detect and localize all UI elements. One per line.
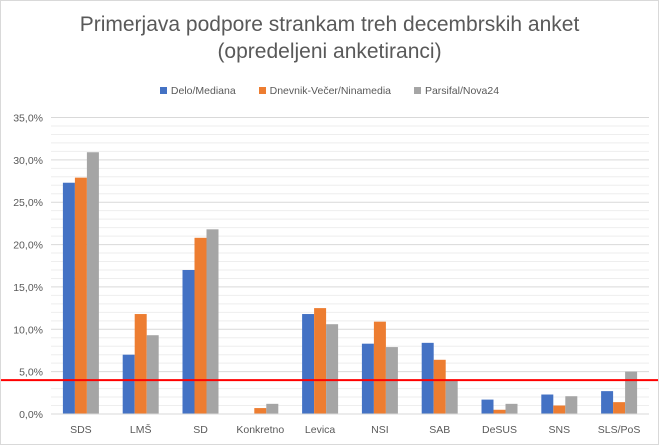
bar-dnevnik-ve-er-ninamedia [254,408,267,414]
bar-delo-mediana [481,399,494,414]
y-tick-label: 5,0% [19,367,43,379]
legend-swatch [413,87,421,94]
bar-delo-mediana [421,342,434,414]
legend-label: Delo/Mediana [170,85,236,97]
y-tick-label: 10,0% [13,324,43,336]
x-tick-label: SAB [429,424,450,436]
bar-parsifal-nova24 [146,335,159,414]
bar-dnevnik-ve-er-ninamedia [433,359,446,414]
bar-dnevnik-ve-er-ninamedia [493,409,506,414]
bar-dnevnik-ve-er-ninamedia [553,405,566,414]
bar-parsifal-nova24 [565,396,578,414]
x-tick-label: Konkretno [236,424,284,436]
bar-delo-mediana [601,391,614,414]
x-tick-label: SNS [549,424,571,436]
bar-parsifal-nova24 [266,403,279,414]
y-tick-label: 15,0% [13,282,43,294]
bar-parsifal-nova24 [326,324,339,414]
x-tick-label: SD [193,424,208,436]
legend-swatch [258,87,266,94]
y-tick-label: 20,0% [13,240,43,252]
bar-delo-mediana [62,182,75,414]
bar-delo-mediana [302,314,315,414]
title-line: Primerjava podpore strankam treh decembr… [79,13,580,36]
legend-item: Dnevnik-Večer/Ninamedia [258,85,392,97]
x-tick-label: Levica [305,424,336,436]
bar-delo-mediana [361,343,374,414]
bar-parsifal-nova24 [625,371,638,414]
legend-label: Parsifal/Nova24 [424,85,500,97]
bar-parsifal-nova24 [445,380,458,414]
legend: Delo/Mediana Dnevnik-Večer/Ninamedia Par… [1,85,658,97]
bar-parsifal-nova24 [206,229,219,414]
y-tick-label: 0,0% [19,409,43,421]
bar-delo-mediana [541,394,554,414]
bar-dnevnik-ve-er-ninamedia [74,177,87,414]
bar-delo-mediana [182,269,195,414]
y-tick-label: 35,0% [13,113,43,125]
x-tick-label: SDS [70,424,92,436]
bar-parsifal-nova24 [505,403,518,414]
bar-parsifal-nova24 [86,152,99,415]
bar-dnevnik-ve-er-ninamedia [194,237,207,414]
bar-dnevnik-ve-er-ninamedia [373,321,386,414]
x-tick-label: LMŠ [130,423,152,436]
legend-item: Delo/Mediana [159,85,236,97]
bar-dnevnik-ve-er-ninamedia [134,314,147,414]
x-tick-label: DeSUS [482,424,517,436]
bar-dnevnik-ve-er-ninamedia [314,308,327,414]
bar-dnevnik-ve-er-ninamedia [613,402,626,414]
chart-title: Primerjava podpore strankam treh decembr… [1,11,658,65]
legend-label: Dnevnik-Večer/Ninamedia [269,85,392,97]
x-tick-label: NSI [371,424,389,436]
bar-delo-mediana [122,354,135,414]
legend-item: Parsifal/Nova24 [413,85,500,97]
y-tick-label: 30,0% [13,155,43,167]
subtitle-line: (opredeljeni anketiranci) [217,40,442,63]
x-tick-label: SLS/PoS [598,424,641,436]
legend-swatch [159,87,167,94]
y-tick-label: 25,0% [13,197,43,209]
